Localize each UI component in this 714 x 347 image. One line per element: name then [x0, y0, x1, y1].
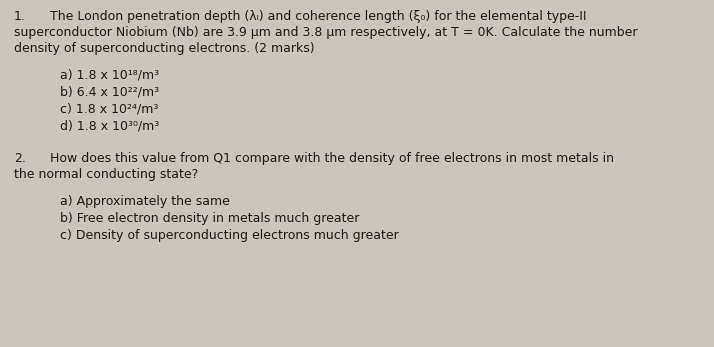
- Text: c) Density of superconducting electrons much greater: c) Density of superconducting electrons …: [60, 229, 398, 242]
- Text: a) 1.8 x 10¹⁸/m³: a) 1.8 x 10¹⁸/m³: [60, 68, 159, 81]
- Text: b) Free electron density in metals much greater: b) Free electron density in metals much …: [60, 212, 359, 225]
- Text: b) 6.4 x 10²²/m³: b) 6.4 x 10²²/m³: [60, 85, 159, 98]
- Text: The London penetration depth (λₗ) and coherence length (ξ₀) for the elemental ty: The London penetration depth (λₗ) and co…: [50, 10, 586, 23]
- Text: the normal conducting state?: the normal conducting state?: [14, 168, 198, 181]
- Text: c) 1.8 x 10²⁴/m³: c) 1.8 x 10²⁴/m³: [60, 102, 159, 115]
- Text: density of superconducting electrons. (2 marks): density of superconducting electrons. (2…: [14, 42, 315, 55]
- Text: a) Approximately the same: a) Approximately the same: [60, 195, 230, 208]
- Text: superconductor Niobium (Nb) are 3.9 μm and 3.8 μm respectively, at T = 0K. Calcu: superconductor Niobium (Nb) are 3.9 μm a…: [14, 26, 638, 39]
- Text: d) 1.8 x 10³⁰/m³: d) 1.8 x 10³⁰/m³: [60, 119, 159, 132]
- Text: How does this value from Q1 compare with the density of free electrons in most m: How does this value from Q1 compare with…: [50, 152, 614, 165]
- Text: 2.: 2.: [14, 152, 26, 165]
- Text: 1.: 1.: [14, 10, 26, 23]
